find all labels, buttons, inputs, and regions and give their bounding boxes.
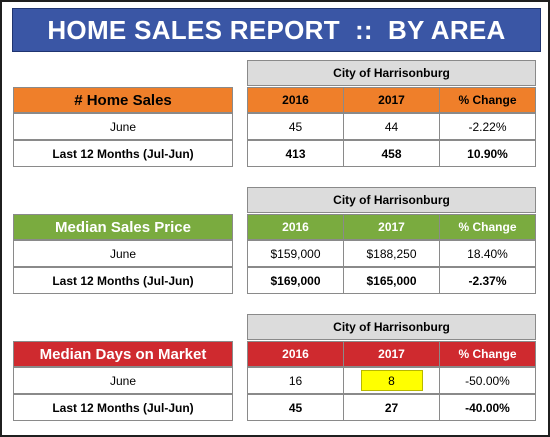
row-label-last-12-months: Last 12 Months (Jul-Jun) bbox=[13, 267, 233, 294]
column-header-2017: 2017 bbox=[343, 87, 440, 113]
table-cell: $165,000 bbox=[343, 267, 440, 294]
column-header-2016: 2016 bbox=[247, 341, 344, 367]
column-header-pct-change: % Change bbox=[439, 87, 536, 113]
column-header-pct-change: % Change bbox=[439, 214, 536, 240]
column-header-2017: 2017 bbox=[343, 341, 440, 367]
report-title-banner: HOME SALES REPORT :: BY AREA bbox=[12, 8, 541, 52]
area-header: City of Harrisonburg bbox=[247, 314, 536, 340]
table-cell: $169,000 bbox=[247, 267, 344, 294]
table-cell: -40.00% bbox=[439, 394, 536, 421]
row-label-june: June bbox=[13, 113, 233, 140]
area-header: City of Harrisonburg bbox=[247, 187, 536, 213]
row-label-last-12-months: Last 12 Months (Jul-Jun) bbox=[13, 140, 233, 167]
table-cell: 27 bbox=[343, 394, 440, 421]
table-title-home-sales: # Home Sales bbox=[13, 87, 233, 113]
column-header-2016: 2016 bbox=[247, 214, 344, 240]
table-cell: 45 bbox=[247, 394, 344, 421]
table-cell: 10.90% bbox=[439, 140, 536, 167]
table-cell: 45 bbox=[247, 113, 344, 140]
row-label-last-12-months: Last 12 Months (Jul-Jun) bbox=[13, 394, 233, 421]
table-cell: $188,250 bbox=[343, 240, 440, 267]
table-cell: -2.22% bbox=[439, 113, 536, 140]
table-cell: 18.40% bbox=[439, 240, 536, 267]
column-header-pct-change: % Change bbox=[439, 341, 536, 367]
highlighted-value: 8 bbox=[360, 370, 423, 391]
column-header-2016: 2016 bbox=[247, 87, 344, 113]
table-cell: 8 bbox=[343, 367, 440, 394]
table-cell: -50.00% bbox=[439, 367, 536, 394]
table-title-median-sales-price: Median Sales Price bbox=[13, 214, 233, 240]
table-cell: $159,000 bbox=[247, 240, 344, 267]
row-label-june: June bbox=[13, 367, 233, 394]
table-cell: 413 bbox=[247, 140, 344, 167]
table-cell: 44 bbox=[343, 113, 440, 140]
table-cell: -2.37% bbox=[439, 267, 536, 294]
table-title-median-days-on-market: Median Days on Market bbox=[13, 341, 233, 367]
table-cell: 16 bbox=[247, 367, 344, 394]
row-label-june: June bbox=[13, 240, 233, 267]
column-header-2017: 2017 bbox=[343, 214, 440, 240]
table-cell: 458 bbox=[343, 140, 440, 167]
area-header: City of Harrisonburg bbox=[247, 60, 536, 86]
